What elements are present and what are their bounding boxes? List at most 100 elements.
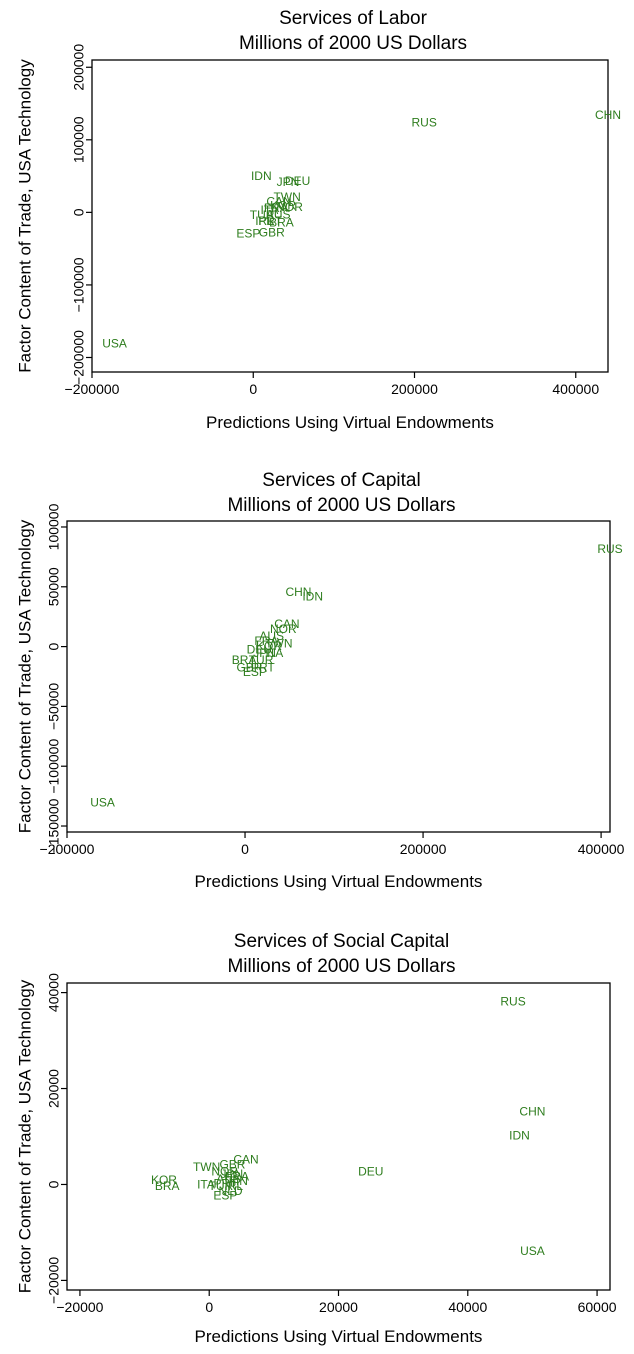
data-point-fra: FRA bbox=[264, 201, 288, 215]
data-point-bra: BRA bbox=[232, 653, 257, 667]
data-point-nor: NOR bbox=[270, 622, 297, 636]
data-point-esp: ESP bbox=[243, 665, 267, 679]
data-point-kor: KOR bbox=[270, 199, 296, 213]
x-axis-label: Predictions Using Virtual Endowments bbox=[195, 1327, 483, 1346]
data-point-tur: TUR bbox=[250, 208, 275, 222]
x-tick-label: −200000 bbox=[65, 381, 120, 397]
data-point-irl: IRL bbox=[224, 1179, 243, 1193]
plot-frame bbox=[91, 59, 609, 373]
x-tick-label: 200000 bbox=[400, 841, 447, 857]
x-tick-label: 400000 bbox=[552, 381, 599, 397]
data-point-bra: BRA bbox=[155, 1179, 180, 1193]
data-point-chn: CHN bbox=[285, 585, 311, 599]
data-point-ita: ITA bbox=[266, 646, 284, 660]
data-point-twn: TWN bbox=[193, 1160, 220, 1174]
plot-frame bbox=[66, 520, 611, 833]
data-point-jpn: JPN bbox=[221, 1167, 244, 1181]
data-point-twn: TWN bbox=[273, 190, 300, 204]
y-tick-label: −100000 bbox=[46, 739, 62, 794]
data-point-usa: USA bbox=[90, 795, 115, 809]
data-point-jpn: JPN bbox=[253, 646, 276, 660]
y-tick-label: 100000 bbox=[71, 116, 87, 163]
x-axis-label: Predictions Using Virtual Endowments bbox=[195, 872, 483, 891]
data-point-irl: IRL bbox=[255, 214, 274, 228]
x-tick-label: 400000 bbox=[578, 841, 625, 857]
data-point-fin: FIN bbox=[229, 1174, 248, 1188]
y-tick-label: 200000 bbox=[71, 44, 87, 91]
y-tick-label: 100000 bbox=[46, 503, 62, 550]
chart-title: Services of Labor bbox=[279, 8, 428, 29]
chart-subtitle: Millions of 2000 US Dollars bbox=[227, 956, 455, 977]
data-point-esp: ESP bbox=[236, 226, 260, 240]
data-point-aus: AUS bbox=[216, 1172, 241, 1186]
data-point-nor: NOR bbox=[211, 1165, 238, 1179]
y-tick-label: 20000 bbox=[46, 1069, 62, 1108]
data-point-nor: NOR bbox=[276, 200, 303, 214]
data-point-can: CAN bbox=[274, 617, 299, 631]
data-point-aus: AUS bbox=[266, 207, 291, 221]
data-point-gbr: GBR bbox=[236, 660, 262, 674]
data-point-rus: RUS bbox=[500, 994, 525, 1008]
data-point-kor: KOR bbox=[256, 639, 282, 653]
data-point-chn: CHN bbox=[519, 1105, 545, 1119]
data-point-tur: TUR bbox=[209, 1179, 234, 1193]
data-point-ita: ITA bbox=[260, 203, 278, 217]
chart-panel-3: Services of Social Capital Millions of 20… bbox=[15, 931, 616, 1346]
y-tick-label: 0 bbox=[46, 642, 62, 650]
data-point-idn: IDN bbox=[302, 590, 323, 604]
x-tick-label: 40000 bbox=[448, 1299, 487, 1315]
data-point-prt: PRT bbox=[213, 1177, 237, 1191]
y-tick-label: −150000 bbox=[46, 798, 62, 853]
chart-panel-2: Services of Capital Millions of 2000 US D… bbox=[15, 470, 624, 891]
data-point-gbr: GBR bbox=[259, 226, 285, 240]
data-point-fra: FRA bbox=[225, 1169, 249, 1183]
x-tick-label: −20000 bbox=[56, 1299, 103, 1315]
x-tick-label: 0 bbox=[249, 381, 257, 397]
chart-panel-1: Services of Labor Millions of 2000 US Dol… bbox=[15, 8, 621, 432]
data-point-can: CAN bbox=[233, 1153, 258, 1167]
data-point-rus: RUS bbox=[412, 115, 437, 129]
x-axis-label: Predictions Using Virtual Endowments bbox=[206, 413, 494, 432]
data-point-idn: IDN bbox=[509, 1129, 530, 1143]
y-tick-label: 0 bbox=[71, 208, 87, 216]
data-point-prt: PRT bbox=[251, 660, 275, 674]
chart-subtitle: Millions of 2000 US Dollars bbox=[239, 33, 467, 54]
y-tick-label: −50000 bbox=[46, 683, 62, 730]
data-point-deu: DEU bbox=[285, 174, 310, 188]
chart-title: Services of Social Capital bbox=[234, 931, 449, 952]
y-tick-label: −100000 bbox=[71, 257, 87, 312]
data-point-bra: BRA bbox=[269, 215, 294, 229]
data-point-fra: FRA bbox=[254, 634, 278, 648]
y-tick-label: 50000 bbox=[46, 567, 62, 606]
data-point-prt: PRT bbox=[258, 214, 282, 228]
chart-title: Services of Capital bbox=[262, 470, 420, 491]
data-point-can: CAN bbox=[266, 194, 291, 208]
data-point-ita: ITA bbox=[197, 1178, 215, 1192]
x-tick-label: 60000 bbox=[578, 1299, 617, 1315]
chart-subtitle: Millions of 2000 US Dollars bbox=[227, 495, 455, 516]
data-point-gbr: GBR bbox=[219, 1157, 245, 1171]
data-point-deu: DEU bbox=[358, 1165, 383, 1179]
data-point-tur: TUR bbox=[249, 653, 274, 667]
data-point-kor: KOR bbox=[151, 1173, 177, 1187]
data-point-usa: USA bbox=[102, 337, 127, 351]
y-axis-label: Factor Content of Trade, USA Technology bbox=[15, 519, 34, 833]
x-tick-label: 0 bbox=[241, 841, 249, 857]
data-point-esp: ESP bbox=[213, 1189, 237, 1203]
y-tick-label: −200000 bbox=[71, 330, 87, 385]
x-tick-label: −200000 bbox=[40, 841, 95, 857]
x-tick-label: 0 bbox=[205, 1299, 213, 1315]
data-point-aus: AUS bbox=[259, 629, 284, 643]
data-point-rus: RUS bbox=[597, 542, 622, 556]
y-tick-label: 0 bbox=[46, 1180, 62, 1188]
data-point-jpn: JPN bbox=[277, 175, 300, 189]
data-point-twn: TWN bbox=[265, 636, 292, 650]
y-axis-label: Factor Content of Trade, USA Technology bbox=[15, 59, 34, 373]
data-point-usa: USA bbox=[520, 1244, 545, 1258]
x-tick-label: 200000 bbox=[391, 381, 438, 397]
y-tick-label: −20000 bbox=[46, 1257, 62, 1304]
y-tick-label: 40000 bbox=[46, 973, 62, 1012]
x-tick-label: 20000 bbox=[319, 1299, 358, 1315]
data-point-deu: DEU bbox=[247, 642, 272, 656]
